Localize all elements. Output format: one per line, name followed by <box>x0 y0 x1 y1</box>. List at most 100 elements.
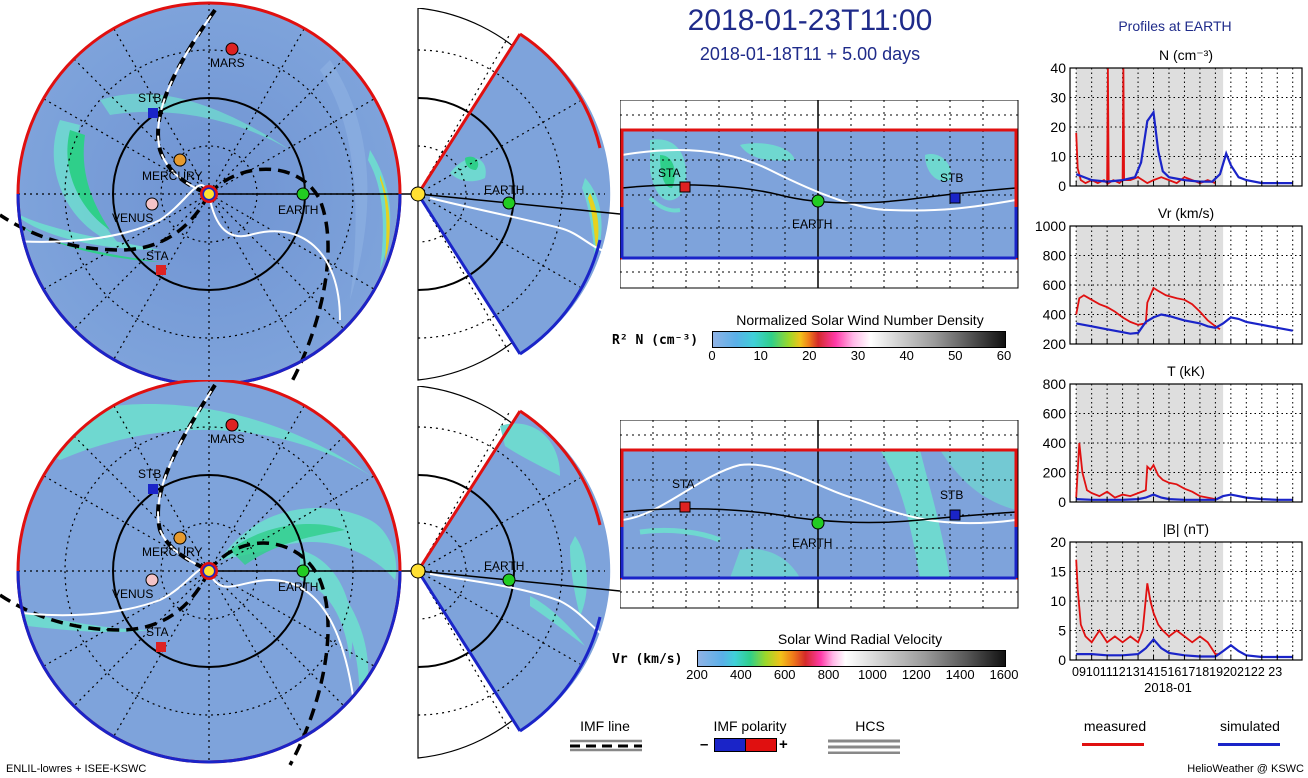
velocity-colorbar <box>697 650 1006 667</box>
y-tick-label: 10 <box>1050 149 1066 165</box>
earth-marker <box>811 516 825 530</box>
velocity-tick: 1600 <box>989 667 1019 682</box>
y-tick-label: 400 <box>1043 435 1067 451</box>
velocity-colorbar-label: Vr (km/s) <box>612 652 683 667</box>
venus-marker <box>145 197 159 211</box>
earth-label: EARTH <box>278 580 318 594</box>
mars-label: MARS <box>210 56 245 70</box>
venus-marker <box>145 573 159 587</box>
density-colorbar-ticks: 0 10 20 30 40 50 60 <box>708 348 1011 364</box>
panel-frame <box>1069 383 1303 503</box>
footer-right: HelioWeather @ KSWC <box>1187 763 1304 775</box>
footer-left: ENLIL-lowres + ISEE-KSWC <box>6 763 147 775</box>
stb-label: STB <box>940 488 963 502</box>
simulated-series-line <box>1076 493 1293 501</box>
latlon-density-map: STA EARTH STB <box>620 100 1019 289</box>
mars-marker <box>225 42 239 56</box>
y-tick-label: 30 <box>1050 90 1066 106</box>
x-axis-label: 2018-01 <box>1144 680 1192 695</box>
hcs-legend-label: HCS <box>855 718 885 734</box>
mercury-label: MERCURY <box>142 169 202 183</box>
stb-label: STB <box>138 467 161 481</box>
density-colorbar-label: R² N (cm⁻³) <box>612 333 699 348</box>
panel-frame <box>1069 225 1303 345</box>
imf-line-legend-label: IMF line <box>580 718 630 734</box>
velocity-colorbar-title: Solar Wind Radial Velocity <box>777 631 943 647</box>
earth-label: EARTH <box>792 536 832 550</box>
density-tick: 30 <box>850 348 866 363</box>
panel-frame <box>1069 541 1303 661</box>
density-tick: 60 <box>996 348 1012 363</box>
density-tick: 0 <box>708 348 716 363</box>
stb-label: STB <box>940 171 963 185</box>
venus-label: VENUS <box>112 587 153 601</box>
imf-polarity-legend-label: IMF polarity <box>713 718 787 734</box>
sta-label: STA <box>146 249 168 263</box>
earth-label: EARTH <box>484 183 524 197</box>
earth-label: EARTH <box>278 203 318 217</box>
simulated-legend-label: simulated <box>1220 718 1280 734</box>
meridional-velocity-plot: EARTH <box>410 386 620 759</box>
earth-marker <box>296 187 310 201</box>
y-tick-label: 0 <box>1058 652 1066 668</box>
velocity-tick: 400 <box>730 667 752 682</box>
earth-marker <box>296 564 310 578</box>
y-tick-label: 600 <box>1043 277 1067 293</box>
velocity-colorbar-ticks: 200 400 600 800 1000 1200 1400 1600 <box>686 667 1018 683</box>
panel-title: Vr (km/s) <box>1158 205 1214 221</box>
y-tick-label: 10 <box>1050 593 1066 609</box>
y-tick-label: 40 <box>1050 60 1066 76</box>
polarity-positive-swatch <box>745 738 777 752</box>
profiles-title: Profiles at EARTH <box>1118 18 1232 34</box>
mars-marker <box>225 418 239 432</box>
meridional-density-plot: EARTH <box>410 8 620 381</box>
page-subtitle: 2018-01-18T11 + 5.00 days <box>699 44 921 64</box>
velocity-tick: 200 <box>686 667 708 682</box>
density-tick: 50 <box>948 348 963 363</box>
mercury-marker <box>173 153 187 167</box>
sta-label: STA <box>658 166 680 180</box>
stb-marker <box>148 484 158 494</box>
stb-marker <box>949 509 961 521</box>
earth-marker <box>502 573 516 587</box>
y-tick-label: 0 <box>1058 178 1066 194</box>
y-tick-label: 200 <box>1043 465 1067 481</box>
polarity-minus: – <box>700 736 709 753</box>
sta-marker <box>156 265 166 275</box>
ecliptic-density-plot: MARS STB MERCURY VENUS EARTH STA <box>0 1 420 387</box>
imf-line-legend-swatch <box>570 739 642 752</box>
sun-marker <box>410 563 426 579</box>
density-colorbar-title: Normalized Solar Wind Number Density <box>736 312 984 328</box>
measured-legend-swatch <box>1082 743 1144 746</box>
ecliptic-velocity-plot: MARS STB MERCURY VENUS EARTH STA <box>0 380 420 766</box>
simulated-legend-swatch <box>1218 743 1280 746</box>
mercury-marker <box>173 531 187 545</box>
density-colorbar <box>712 331 1006 348</box>
mars-label: MARS <box>210 432 245 446</box>
y-tick-label: 20 <box>1050 119 1066 135</box>
density-tick: 20 <box>802 348 817 363</box>
y-tick-label: 0 <box>1058 494 1066 510</box>
polarity-negative-swatch <box>714 738 746 752</box>
sta-marker <box>679 181 691 193</box>
y-tick-label: 800 <box>1043 248 1067 264</box>
measured-legend-label: measured <box>1083 718 1147 734</box>
latlon-velocity-map: STA EARTH STB <box>620 420 1019 609</box>
stb-marker <box>148 108 158 118</box>
venus-label: VENUS <box>112 211 153 225</box>
velocity-tick: 1000 <box>857 667 887 682</box>
earth-marker <box>502 196 516 210</box>
y-tick-label: 1000 <box>1035 218 1066 234</box>
earth-label: EARTH <box>484 559 524 573</box>
density-tick: 40 <box>899 348 914 363</box>
y-tick-label: 20 <box>1050 534 1066 550</box>
y-tick-label: 5 <box>1058 623 1066 639</box>
measured-series-line <box>1075 286 1221 331</box>
measured-series-line <box>1075 442 1216 500</box>
sta-label: STA <box>146 625 168 639</box>
measurement-period-shade <box>1076 226 1224 344</box>
y-tick-label: 600 <box>1043 406 1067 422</box>
sta-marker <box>679 501 691 513</box>
y-tick-label: 200 <box>1043 336 1067 352</box>
simulated-series-line <box>1075 109 1293 185</box>
